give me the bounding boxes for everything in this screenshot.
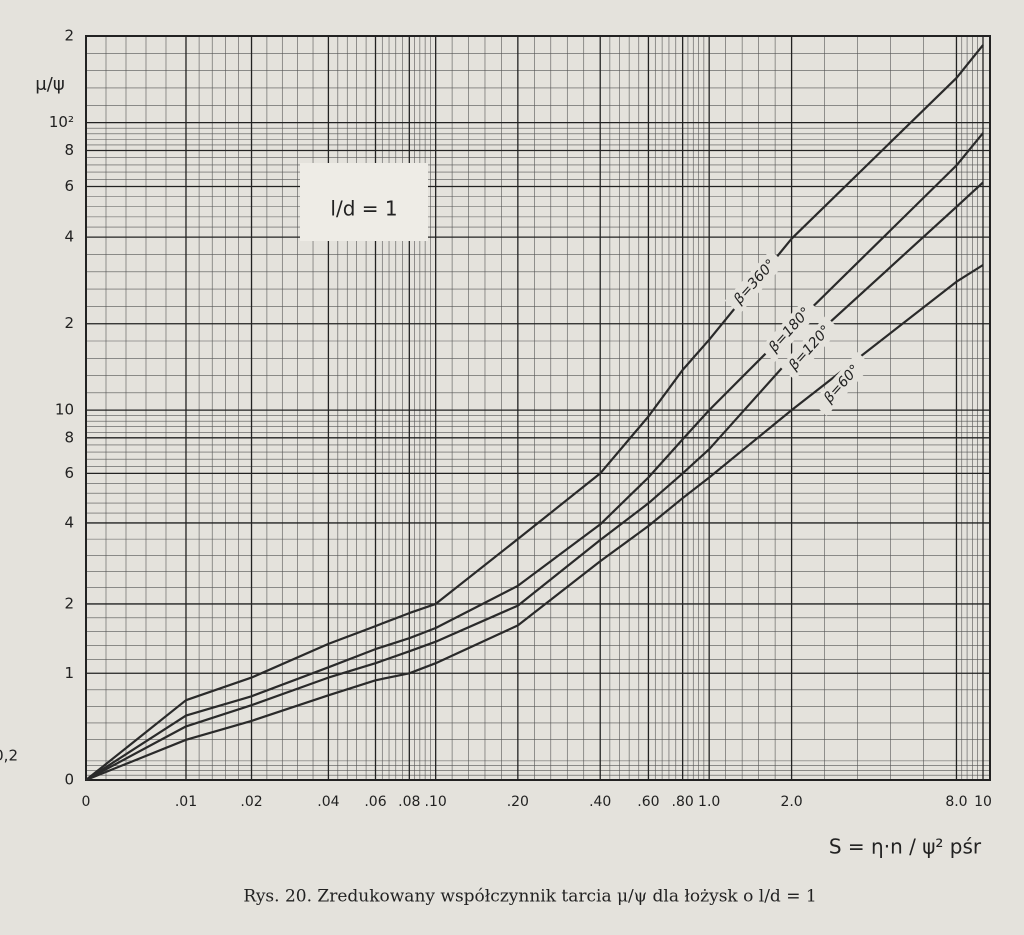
y-tick-label: 0	[64, 771, 74, 789]
y-tick-label: 6	[64, 177, 74, 195]
x-tick-label: .10	[425, 794, 447, 810]
curve	[85, 132, 984, 781]
x-axis-label: S = η·n / ψ² pśr	[829, 835, 982, 859]
plot-frame	[85, 35, 991, 781]
x-tick-label: 0	[82, 794, 91, 810]
y-tick-label: 1	[64, 664, 74, 682]
curve-label-bg	[779, 316, 841, 380]
curve-label-bg	[759, 298, 821, 362]
x-tick-label: .08	[398, 794, 420, 810]
x-tick-label: 2.0	[780, 794, 802, 810]
curve	[85, 264, 984, 782]
x-tick-label: 8.0	[945, 794, 967, 810]
annotation-box	[300, 163, 428, 241]
x-tick-label: .60	[637, 794, 659, 810]
curve	[85, 181, 984, 781]
y-tick-label: 10	[55, 401, 74, 419]
x-tick-label: 1.0	[698, 794, 720, 810]
y-tick-label: 6	[64, 464, 74, 482]
curve-label-bg	[724, 250, 786, 314]
y-tick-label: 4	[64, 513, 74, 531]
x-tick-label: .04	[317, 794, 339, 810]
y-tick-label: 8	[64, 141, 74, 159]
x-tick-label: .80	[672, 794, 694, 810]
y-tick-label: 2	[64, 27, 74, 45]
curve-label-bg	[811, 352, 873, 416]
y-tick-label: 8	[64, 428, 74, 446]
x-tick-label: .20	[507, 794, 529, 810]
x-tick-label: 10	[974, 794, 992, 810]
y-tick-label: 4	[64, 228, 74, 246]
x-tick-label: .01	[175, 794, 197, 810]
caption: Rys. 20. Zredukowany współczynnik tarcia…	[243, 887, 816, 907]
y-tick-label: 0,2	[0, 747, 18, 765]
y-tick-label: 2	[64, 314, 74, 332]
x-tick-label: .06	[364, 794, 386, 810]
grid	[85, 35, 991, 781]
x-tick-label: .40	[589, 794, 611, 810]
y-tick-label: 2	[64, 594, 74, 612]
annotation: l/d = 1	[330, 197, 397, 221]
y-axis-label: μ/ψ	[35, 74, 64, 95]
y-tick-label: 10²	[49, 113, 74, 131]
x-tick-label: .02	[240, 794, 262, 810]
